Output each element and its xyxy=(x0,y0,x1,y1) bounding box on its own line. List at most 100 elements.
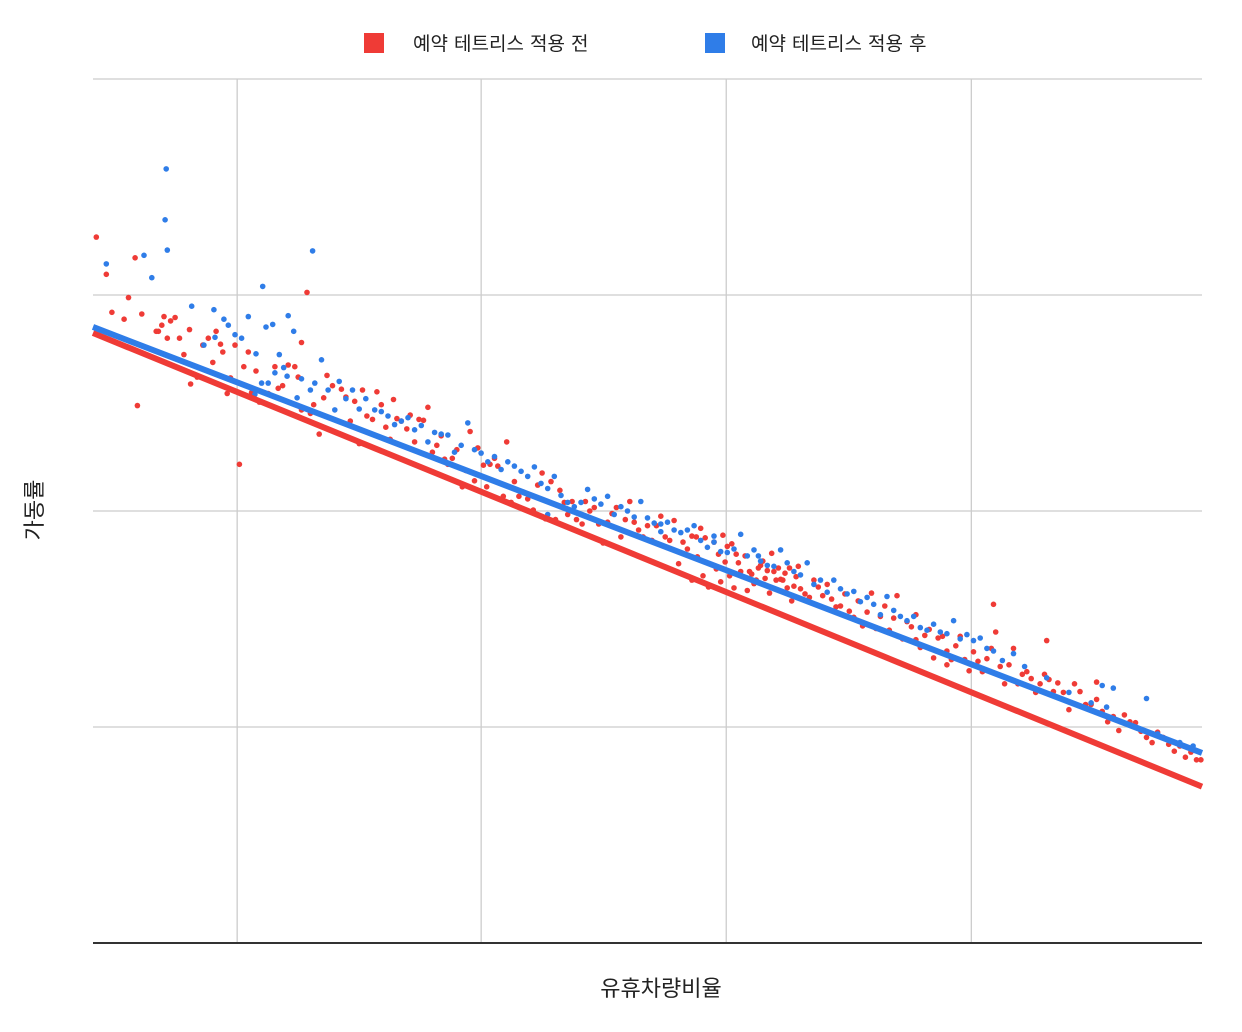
series-1-point-111 xyxy=(837,586,844,592)
series-1-point-137 xyxy=(1021,663,1028,670)
series-0-point-260 xyxy=(1171,748,1178,754)
series-0-point-110 xyxy=(587,508,593,514)
series-1-point-125 xyxy=(930,621,937,627)
series-1-point-119 xyxy=(890,607,897,614)
series-0-point-3 xyxy=(121,316,127,323)
series-1-point-52 xyxy=(445,432,451,438)
series-1-point-141 xyxy=(1099,682,1105,689)
series-0-point-9 xyxy=(155,328,162,335)
series-0-point-121 xyxy=(635,527,642,533)
series-0-point-228 xyxy=(1006,662,1012,668)
series-1-point-37 xyxy=(343,395,349,402)
series-0-point-229 xyxy=(1010,645,1017,652)
series-1-point-132 xyxy=(977,635,983,641)
series-1-point-77 xyxy=(611,511,617,518)
series-0-point-226 xyxy=(997,663,1003,670)
series-0-point-57 xyxy=(359,387,366,393)
series-0-point-105 xyxy=(564,511,571,518)
series-0-point-99 xyxy=(539,470,545,476)
series-1-point-56 xyxy=(471,446,478,453)
series-1-point-66 xyxy=(538,480,544,487)
series-1-point-61 xyxy=(505,459,511,465)
series-1-point-140 xyxy=(1088,700,1094,706)
series-1-point-118 xyxy=(884,593,890,600)
series-0-point-0 xyxy=(93,234,100,240)
series-0-point-42 xyxy=(298,339,305,346)
series-0-point-126 xyxy=(658,513,664,519)
series-1-point-12 xyxy=(225,322,232,329)
series-0-point-94 xyxy=(516,493,522,500)
legend-item-before[interactable]: 예약 테트리스 적용 전 xyxy=(364,33,588,55)
series-0-point-116 xyxy=(613,504,620,511)
series-0-point-83 xyxy=(471,478,478,484)
series-1-point-91 xyxy=(704,544,711,551)
series-1-point-101 xyxy=(771,563,777,570)
series-1-point-110 xyxy=(831,577,837,583)
series-0-point-22 xyxy=(210,359,216,366)
series-1-point-72 xyxy=(578,499,584,506)
series-1-point-108 xyxy=(817,577,824,583)
series-0-point-220 xyxy=(970,649,977,655)
series-1-point-39 xyxy=(356,406,363,412)
series-0-point-65 xyxy=(394,415,400,422)
series-0-point-117 xyxy=(618,534,624,540)
series-0-point-123 xyxy=(644,522,651,529)
series-0-point-1 xyxy=(103,271,110,278)
series-0-point-170 xyxy=(748,571,755,577)
trendline-layer xyxy=(91,324,1204,790)
series-1-point-130 xyxy=(964,631,970,638)
series-0-point-82 xyxy=(467,428,473,435)
series-0-point-221 xyxy=(975,658,981,665)
series-0-point-242 xyxy=(1071,681,1078,687)
series-0-point-69 xyxy=(411,439,418,445)
series-0-point-265 xyxy=(1198,757,1204,763)
series-1-point-136 xyxy=(1010,650,1017,657)
series-1-point-100 xyxy=(764,562,771,569)
series-1-point-84 xyxy=(658,528,664,535)
series-1-point-128 xyxy=(950,617,957,624)
series-0-point-14 xyxy=(172,314,178,321)
series-1-point-83 xyxy=(651,520,657,526)
series-0-trendline xyxy=(91,330,1204,790)
series-1-point-10 xyxy=(201,342,207,348)
series-0-point-37 xyxy=(275,385,282,392)
series-1-point-150 xyxy=(755,553,762,559)
series-0-point-31 xyxy=(245,349,252,355)
series-0-point-184 xyxy=(811,577,817,583)
series-0-point-135 xyxy=(697,525,704,532)
series-0-point-13 xyxy=(167,318,174,324)
series-0-point-48 xyxy=(320,395,327,401)
series-0-point-64 xyxy=(390,396,397,403)
series-0-point-40 xyxy=(292,363,298,370)
series-1-point-32 xyxy=(312,380,318,386)
series-1-point-94 xyxy=(724,549,731,556)
series-1-point-25 xyxy=(265,380,272,386)
series-1-point-40 xyxy=(363,395,369,402)
series-1-point-13 xyxy=(253,351,259,357)
series-0-point-270 xyxy=(1043,637,1050,644)
series-0-point-18 xyxy=(187,381,194,387)
legend[interactable]: 예약 테트리스 적용 전 예약 테트리스 적용 후 xyxy=(364,33,926,55)
legend-item-after[interactable]: 예약 테트리스 적용 후 xyxy=(705,33,926,55)
series-1-point-107 xyxy=(811,581,817,588)
series-0-point-156 xyxy=(791,583,797,589)
series-1-point-142 xyxy=(1110,685,1117,691)
legend-swatch-before xyxy=(364,33,384,53)
series-1-point-16 xyxy=(280,364,287,371)
series-1-point-3 xyxy=(164,247,171,253)
series-0-point-60 xyxy=(374,389,380,395)
series-0-point-136 xyxy=(702,535,708,541)
series-1-point-14 xyxy=(263,324,269,330)
series-0-point-266 xyxy=(894,592,900,599)
series-0-point-11 xyxy=(161,313,167,320)
series-0-point-107 xyxy=(573,516,580,523)
series-1-point-122 xyxy=(910,613,917,620)
series-1-point-70 xyxy=(564,499,571,506)
series-1-point-133 xyxy=(984,645,990,652)
series-0-point-142 xyxy=(729,541,735,547)
series-0-point-72 xyxy=(425,404,431,411)
series-1-point-124 xyxy=(924,627,930,633)
series-0-point-39 xyxy=(285,362,292,368)
